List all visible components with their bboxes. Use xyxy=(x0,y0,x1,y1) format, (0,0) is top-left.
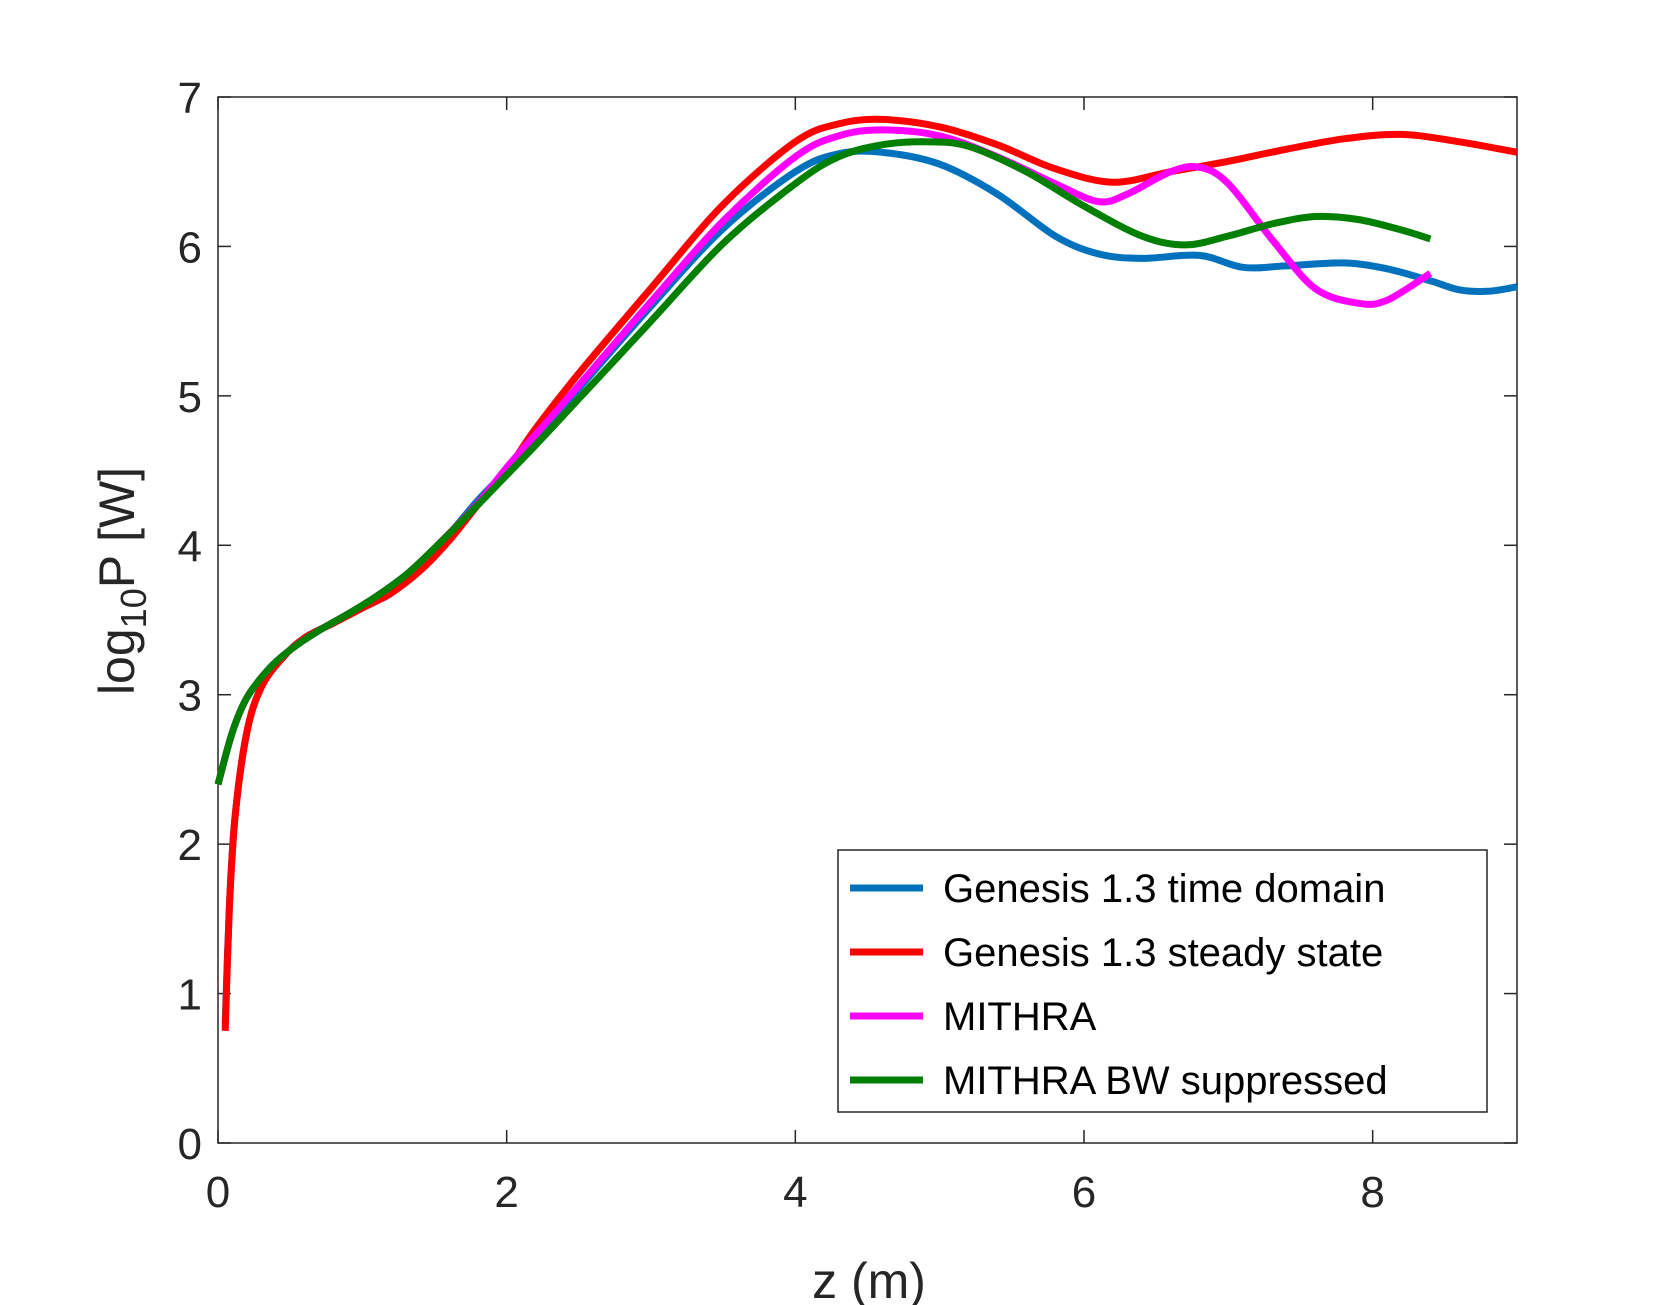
legend-item: MITHRA BW suppressed xyxy=(850,1059,1388,1103)
y-tick-label: 6 xyxy=(178,223,202,272)
legend-item: Genesis 1.3 time domain xyxy=(850,867,1385,911)
x-axis: 0 2 4 6 8 xyxy=(206,97,1385,1217)
y-axis-label-subscript: 10 xyxy=(113,588,154,628)
x-tick-label: 2 xyxy=(494,1168,518,1217)
x-tick-label: 0 xyxy=(206,1168,230,1217)
y-axis-label-base: log xyxy=(89,628,145,695)
x-axis-label: z (m) xyxy=(812,1253,926,1305)
legend-label: Genesis 1.3 steady state xyxy=(943,931,1383,975)
series-line-mithra-bw-suppressed xyxy=(214,138,1432,786)
legend-label: MITHRA xyxy=(943,995,1097,1039)
y-tick-label: 2 xyxy=(178,821,202,870)
y-tick-label: 1 xyxy=(178,971,202,1020)
legend-item: Genesis 1.3 steady state xyxy=(850,931,1383,975)
y-tick-label: 0 xyxy=(178,1120,202,1169)
y-axis-label-rest: P [W] xyxy=(89,467,145,588)
series-layer xyxy=(214,115,1518,1032)
y-axis: 0 1 2 3 4 5 6 7 xyxy=(178,74,1517,1169)
legend-label: MITHRA BW suppressed xyxy=(943,1059,1388,1103)
legend-label: Genesis 1.3 time domain xyxy=(943,867,1385,911)
x-tick-label: 4 xyxy=(783,1168,807,1217)
legend: Genesis 1.3 time domain Genesis 1.3 stead… xyxy=(837,849,1488,1113)
x-tick-label: 8 xyxy=(1360,1168,1384,1217)
y-tick-label: 3 xyxy=(178,672,202,721)
y-tick-label: 4 xyxy=(178,522,202,571)
y-tick-label: 7 xyxy=(178,74,202,123)
y-axis-label: log10P [W] xyxy=(89,467,154,695)
x-tick-label: 6 xyxy=(1072,1168,1096,1217)
legend-item: MITHRA xyxy=(850,995,1097,1039)
legend-box xyxy=(837,849,1488,1113)
y-tick-label: 5 xyxy=(178,373,202,422)
